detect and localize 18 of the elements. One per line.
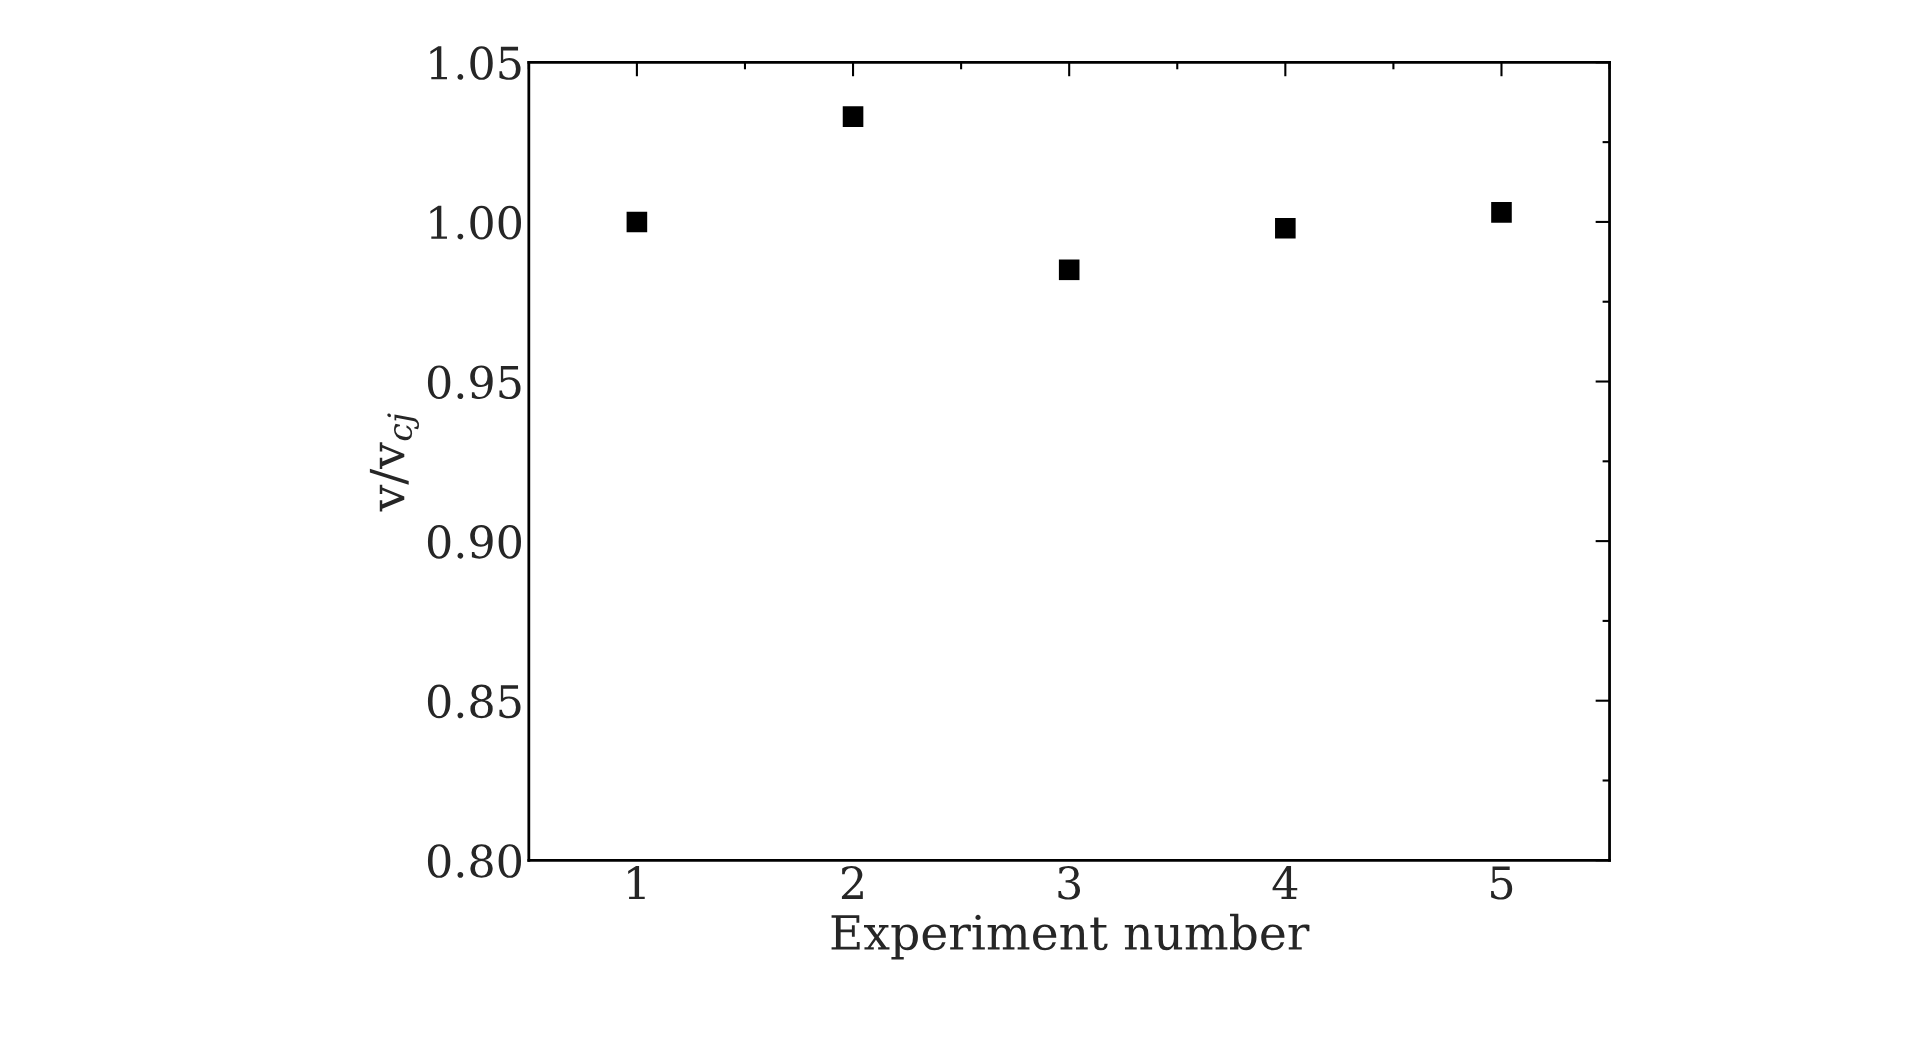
y-tick-label: 1.05	[430, 46, 521, 80]
y-tick-label: 1.00	[430, 205, 522, 240]
x-tick-label: 3	[1058, 865, 1081, 900]
point	[1275, 218, 1296, 239]
x-tick-label: 4	[1272, 865, 1298, 899]
y-axis-title: v/v$_{cj}$	[369, 413, 419, 512]
point	[626, 211, 648, 233]
point	[1058, 259, 1080, 281]
y-tick-label: 0.95	[427, 365, 521, 400]
x-tick-label: 1	[628, 865, 645, 899]
y-tick-label: 0.80	[427, 844, 522, 878]
y-tick-label: 0.90	[427, 525, 522, 559]
x-tick-label: 2	[841, 865, 863, 899]
point	[1491, 202, 1512, 223]
x-tick-label: 5	[1491, 866, 1513, 900]
y-tick-label: 0.85	[427, 684, 521, 719]
x-axis-title: Experiment number	[831, 913, 1310, 960]
point	[842, 106, 864, 127]
